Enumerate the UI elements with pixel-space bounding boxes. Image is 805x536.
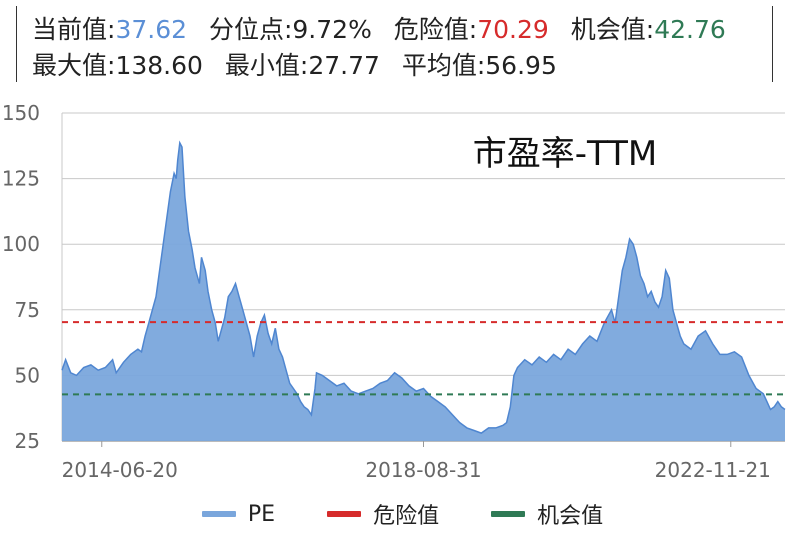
stat-avg-value: 56.95 <box>485 51 557 80</box>
legend-label-opportunity: 机会值 <box>537 504 604 529</box>
stat-max-label: 最大值: <box>32 51 116 80</box>
y-axis: 25 50 75 100 125 150 <box>2 101 40 453</box>
legend-swatch-pe <box>201 511 236 517</box>
stat-opportunity-label: 机会值: <box>570 15 655 44</box>
stat-avg: 平均值:56.95 <box>402 51 557 80</box>
stat-min-value: 27.77 <box>308 51 380 80</box>
stats-panel: 当前值:37.62 分位点:9.72% 危险值:70.29 机会值:42.76 … <box>0 0 805 90</box>
legend-item-pe[interactable]: PE <box>201 501 276 527</box>
stat-max-value: 138.60 <box>115 51 203 80</box>
stats-row-1: 当前值:37.62 分位点:9.72% 危险值:70.29 机会值:42.76 <box>32 10 740 46</box>
stat-max: 最大值:138.60 <box>32 51 203 80</box>
pe-area <box>62 142 785 441</box>
legend-swatch-opportunity <box>491 511 526 517</box>
x-tick-label: 2022-11-21 <box>655 458 771 482</box>
y-tick-label: 150 <box>2 101 40 125</box>
legend-label-danger: 危险值 <box>373 504 440 529</box>
stat-danger-label: 危险值: <box>393 15 478 44</box>
y-tick-label: 50 <box>15 363 40 387</box>
pe-line <box>61 140 786 434</box>
stat-current-label: 当前值: <box>32 15 116 44</box>
pe-chart: 25 50 75 100 125 150 2014-06-20 2018-08-31 2022… <box>2 101 786 482</box>
stats-row-2: 最大值:138.60 最小值:27.77 平均值:56.95 <box>32 46 571 82</box>
stat-danger: 危险值:70.29 <box>394 15 549 44</box>
y-tick-label: 75 <box>15 298 40 322</box>
stat-percentile: 分位点:9.72% <box>209 15 372 44</box>
stat-min: 最小值:27.77 <box>225 51 380 80</box>
legend-label-pe: PE <box>247 501 276 527</box>
stat-danger-value: 70.29 <box>477 15 549 44</box>
chart-title: 市盈率-TTM <box>473 134 658 174</box>
stat-current: 当前值:37.62 <box>32 15 187 44</box>
x-tick-label: 2018-08-31 <box>365 458 481 482</box>
stats-right-divider <box>772 6 773 82</box>
stat-min-label: 最小值: <box>224 51 309 80</box>
chart-plot-area <box>61 140 786 441</box>
x-axis: 2014-06-20 2018-08-31 2022-11-21 <box>62 441 771 482</box>
stat-avg-label: 平均值: <box>401 51 486 80</box>
y-tick-label: 125 <box>2 167 40 191</box>
stat-opportunity-value: 42.76 <box>654 15 726 44</box>
legend-swatch-danger <box>327 511 362 517</box>
chart-legend: PE 危险值 机会值 <box>0 496 805 532</box>
stats-left-divider <box>16 6 17 82</box>
y-tick-label: 100 <box>2 232 40 256</box>
legend-item-opportunity[interactable]: 机会值 <box>491 498 603 530</box>
legend-item-danger[interactable]: 危险值 <box>327 498 439 530</box>
y-tick-label: 25 <box>15 429 40 453</box>
x-tick-label: 2014-06-20 <box>62 458 178 482</box>
stat-percentile-label: 分位点: <box>208 15 293 44</box>
stat-current-value: 37.62 <box>115 15 188 44</box>
stat-opportunity: 机会值:42.76 <box>571 15 726 44</box>
stat-percentile-value: 9.72% <box>292 15 372 44</box>
